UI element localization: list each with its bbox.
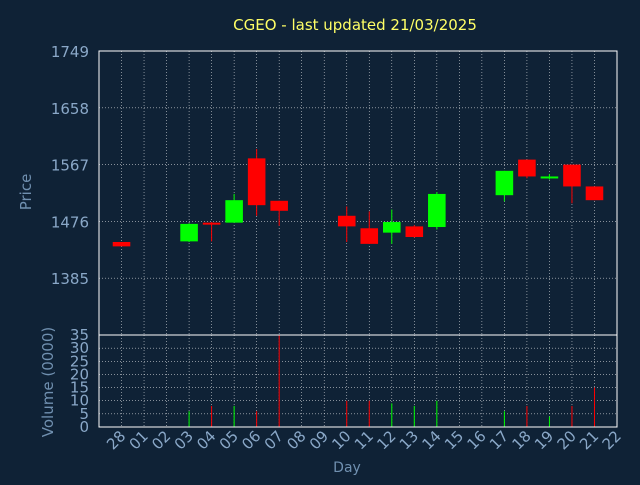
candle-body [540,176,559,179]
x-axis-label: Day [333,460,361,476]
candle-body [202,222,221,225]
volume-grid [99,335,618,427]
volume-bars [188,335,595,427]
volume-tick-label: 20 [70,365,89,383]
x-tick-labels: 2801020304050607080910111213141516171819… [103,427,625,453]
candle-body [405,226,424,238]
volume-plot-frame [98,334,618,428]
candle-body [382,222,401,233]
candle-body [495,170,514,196]
candle-body [585,186,604,201]
chart-title: CGEO - last updated 21/03/2025 [233,16,477,34]
price-y-ticks: 1749 1658 1567 1476 1385 [51,43,89,288]
candle-body [360,228,379,244]
volume-axis-label: Volume (0000) [39,327,57,437]
candle-body [428,193,446,228]
price-axis-label: Price [17,174,35,211]
price-tick-label: 1749 [51,43,89,61]
candle-body [247,158,266,206]
volume-tick-label: 25 [70,352,89,370]
price-tick-label: 1385 [51,270,89,288]
candle-body [225,200,243,223]
candle-body [518,159,536,177]
volume-tick-label: 0 [79,418,89,436]
price-tick-label: 1658 [51,100,89,118]
volume-tick-label: 30 [70,339,89,357]
candle-body [337,215,356,227]
candle-body [563,164,581,187]
candle-body [180,223,198,242]
price-tick-label: 1567 [51,157,89,175]
volume-tick-label: 15 [70,379,89,397]
candle-body [112,241,131,247]
volume-tick-label: 35 [70,326,89,344]
volume-tick-label: 5 [79,405,89,423]
volume-tick-label: 10 [70,392,89,410]
price-tick-label: 1476 [51,213,89,231]
candle-body [270,200,288,211]
candles [112,148,604,247]
